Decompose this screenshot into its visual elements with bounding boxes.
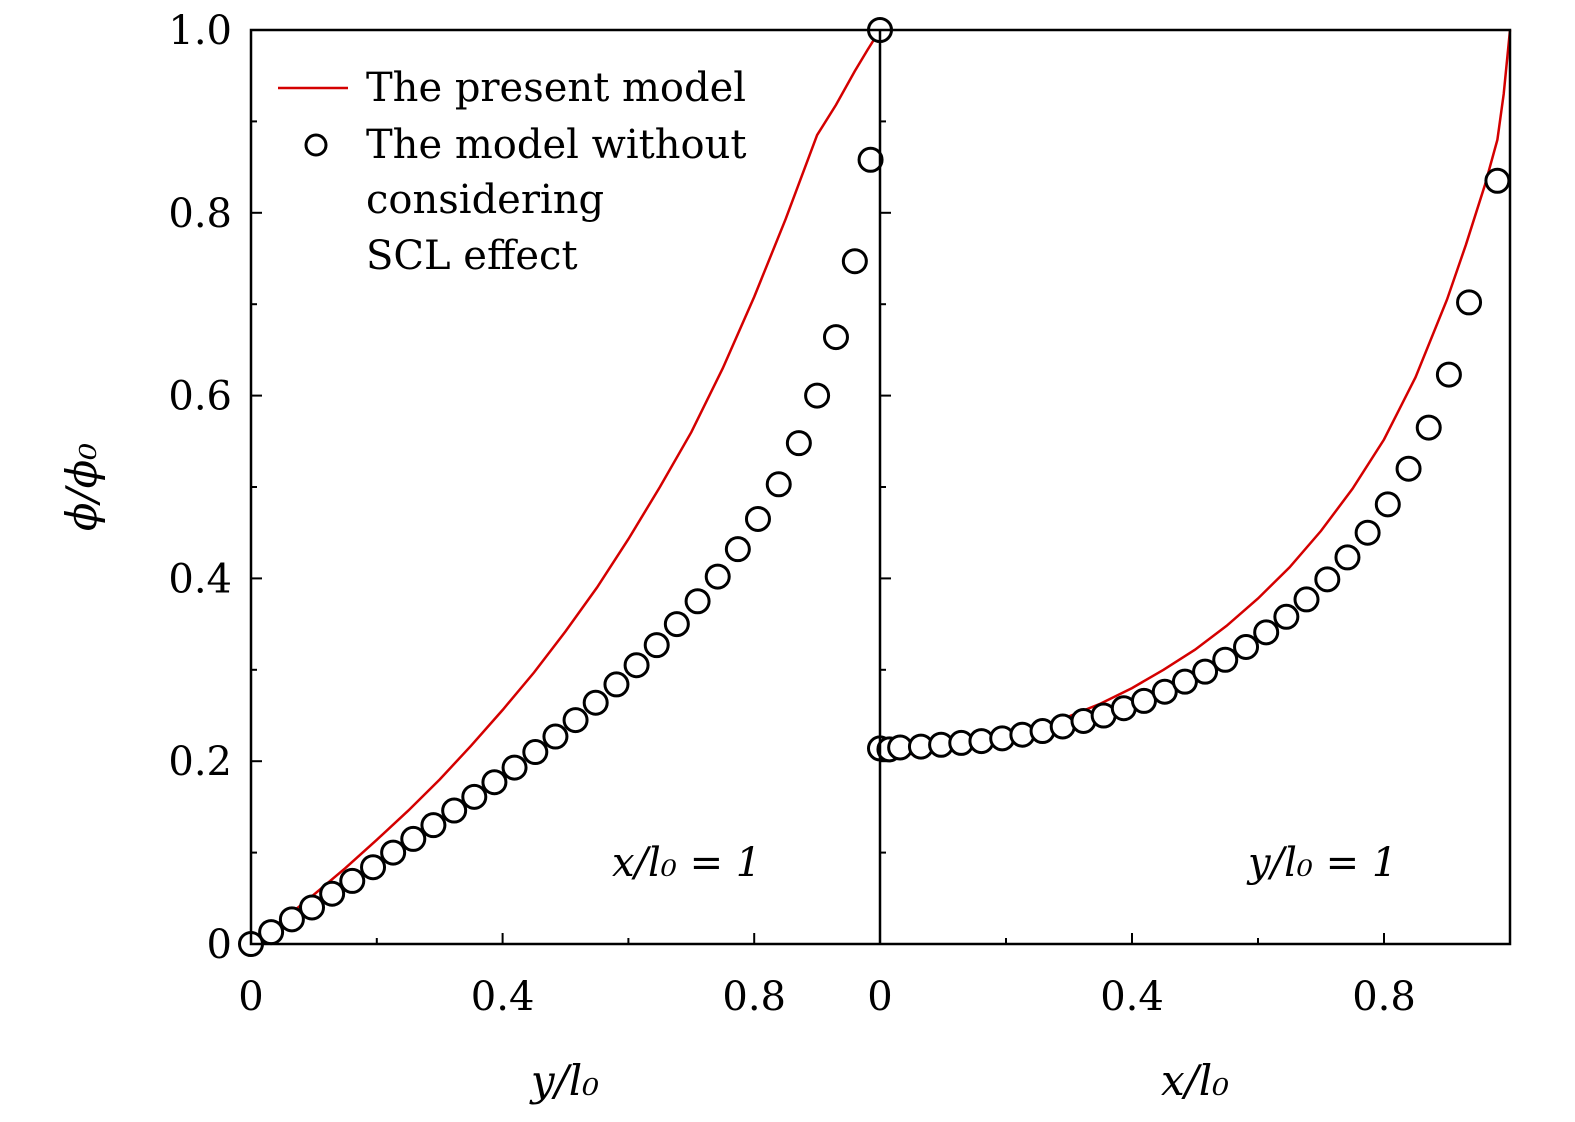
left-x-axis-label: y/l₀ (529, 1056, 599, 1105)
no-scl-marker (1314, 566, 1341, 593)
labels-layer: 0 0.4 0.8 0 0.4 0.8 0 0.2 0.4 0.6 0.8 1.0 (168, 8, 1415, 1020)
no-scl-marker (319, 880, 346, 907)
no-scl-marker (1435, 361, 1462, 388)
no-scl-marker (1415, 414, 1442, 441)
no-scl-marker (704, 563, 731, 590)
no-scl-marker (1334, 544, 1361, 571)
no-scl-marker (441, 797, 468, 824)
no-scl-marker (1456, 289, 1483, 316)
no-scl-marker (785, 430, 812, 457)
no-scl-marker (420, 812, 447, 839)
no-scl-marker (582, 689, 609, 716)
right-x-axis-label: x/l₀ (1161, 1056, 1229, 1105)
legend-marker-swatch (304, 133, 328, 157)
legend-marker-label-line-3: SCL effect (366, 233, 578, 279)
y-axis-label: ϕ/ϕ₀ (57, 443, 106, 531)
no-scl-marker (1192, 658, 1219, 685)
no-scl-marker (501, 754, 528, 781)
no-scl-marker (623, 652, 650, 679)
left-panel-annotation: x/l₀ = 1 (612, 840, 761, 886)
no-scl-marker (724, 536, 751, 563)
no-scl-marker (744, 505, 771, 532)
no-scl-marker (1151, 678, 1178, 705)
no-scl-marker (1354, 519, 1381, 546)
present-model-line (879, 29, 1512, 758)
no-scl-marker (1130, 687, 1157, 714)
no-scl-marker (1293, 586, 1320, 613)
no-scl-marker (1374, 491, 1401, 518)
no-scl-marker (643, 632, 670, 659)
no-scl-marker (603, 671, 630, 698)
x-tick-label: 0.4 (1100, 974, 1164, 1020)
right-panel-annotation: y/l₀ = 1 (1246, 840, 1397, 886)
no-scl-marker (857, 146, 884, 173)
y-tick-label: 1.0 (168, 8, 232, 54)
no-scl-marker (481, 769, 508, 796)
x-tick-label: 0.8 (1352, 974, 1416, 1020)
no-scl-marker (663, 611, 690, 638)
no-scl-marker (461, 783, 488, 810)
no-scl-marker (765, 471, 792, 498)
y-tick-label: 0.2 (168, 739, 232, 785)
y-tick-label: 0.8 (168, 191, 232, 237)
no-scl-marker (1273, 603, 1300, 630)
no-scl-marker (1395, 455, 1422, 482)
legend-marker-label-line-2: considering (366, 177, 604, 223)
x-tick-label: 0.4 (471, 974, 535, 1020)
legend-line-label: The present model (366, 65, 746, 111)
no-scl-marker (562, 707, 589, 734)
no-scl-marker (339, 867, 366, 894)
no-scl-marker (841, 248, 868, 275)
no-scl-marker (400, 825, 427, 852)
no-scl-marker (1212, 646, 1239, 673)
no-scl-marker (804, 382, 831, 409)
y-tick-label: 0.6 (168, 374, 232, 420)
y-tick-label: 0 (207, 922, 232, 968)
no-scl-marker (360, 854, 387, 881)
x-tick-label: 0 (238, 974, 263, 1020)
markers-layer (238, 17, 1511, 957)
no-scl-marker (380, 839, 407, 866)
no-scl-marker (299, 894, 326, 921)
legend-marker-label-line-1: The model without (366, 122, 746, 168)
frame-layer (249, 28, 1512, 946)
no-scl-marker (822, 324, 849, 351)
no-scl-marker (1171, 668, 1198, 695)
no-scl-marker (1253, 619, 1280, 646)
x-tick-label: 0 (867, 974, 892, 1020)
legend: The present model The model without cons… (278, 65, 746, 279)
no-scl-marker (522, 739, 549, 766)
no-scl-marker (258, 919, 285, 946)
no-scl-marker (278, 906, 305, 933)
present-model-line (250, 29, 882, 945)
y-tick-label: 0.4 (168, 556, 232, 602)
x-tick-label: 0.8 (722, 974, 786, 1020)
no-scl-marker (1484, 167, 1511, 194)
no-scl-marker (542, 723, 569, 750)
no-scl-marker (684, 588, 711, 615)
no-scl-marker (968, 728, 995, 755)
no-scl-marker (1233, 633, 1260, 660)
